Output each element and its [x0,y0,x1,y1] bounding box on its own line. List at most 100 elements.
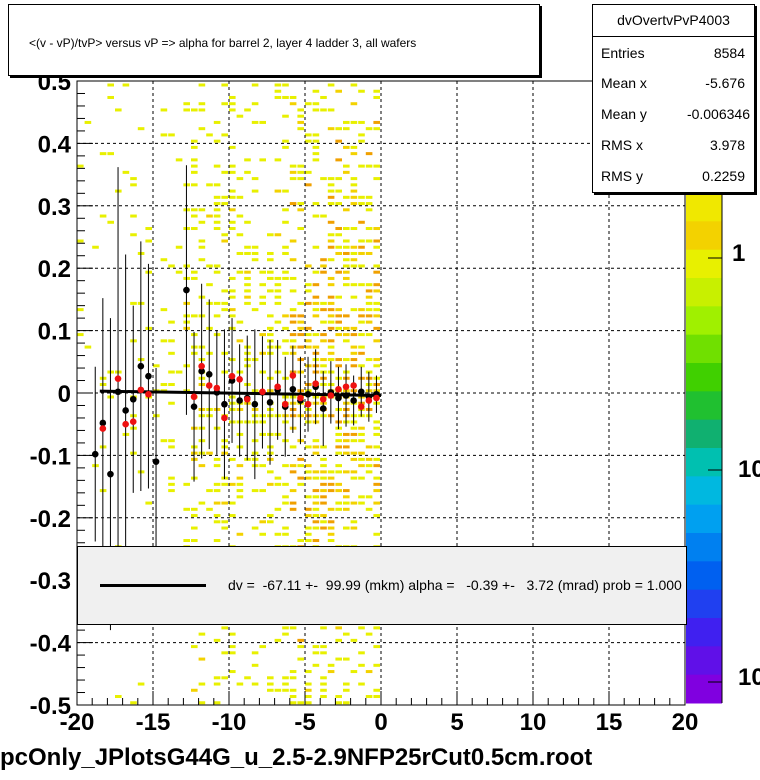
colorbar-segment [686,278,722,307]
heat-cell [236,233,244,237]
heat-cell [343,164,350,168]
heat-cell [343,264,350,268]
heat-cell [282,682,289,686]
heat-cell [335,451,342,455]
heat-cell [373,501,380,505]
heat-cell [99,152,107,156]
heat-cell [206,264,213,268]
heat-cell [327,220,335,224]
heat-cell [244,251,251,255]
heat-cell [259,464,266,468]
heat-cell [251,682,259,686]
stats-row-entries: Entries 8584 [593,37,754,67]
red-point [99,425,107,432]
red-point [289,372,297,379]
heat-cell [358,333,365,337]
heat-cell [350,308,358,312]
heat-cell [221,501,228,505]
black-point [236,397,243,404]
x-tick-labels: -20 -15 -10 -5 0 5 10 15 20 [60,709,699,736]
heat-cell [183,482,190,486]
heat-cell [327,183,335,187]
heat-cell [267,333,274,337]
stats-value: 3.978 [709,137,745,153]
heat-cell [312,145,320,149]
heat-cell [312,333,320,337]
heat-cell [130,301,137,305]
heat-cell [305,695,312,699]
heat-cell [312,526,320,530]
heat-cell [213,227,221,231]
heat-cell [305,507,312,511]
title-box: <(v - vP)/tvP> versus vP => alpha for ba… [8,4,540,76]
heat-cell [84,345,92,349]
heat-cell [350,102,358,106]
heat-cell [305,514,312,518]
heat-cell [213,501,221,505]
heat-cell [350,152,358,156]
heat-cell [229,457,236,461]
heat-cell [251,258,259,262]
heat-cell [343,276,350,280]
heat-cell [107,95,114,99]
heat-cell [343,145,350,149]
heat-cell [297,164,304,168]
heat-cell [289,276,297,280]
heat-cell [343,489,350,493]
heat-cell [373,489,380,493]
heat-cell [183,539,190,543]
heat-cell [229,651,236,655]
heat-cell [327,358,335,362]
heat-cell [229,482,236,486]
heat-cell [312,270,320,274]
heat-cell [297,301,304,305]
heat-cell [236,495,244,499]
heat-cell [365,470,373,474]
heat-cell [236,270,244,274]
heat-cell [373,308,380,312]
heat-cell [320,358,327,362]
heat-cell [350,351,358,355]
heat-cell [358,264,365,268]
heat-cell [365,632,373,636]
axis-ticks [76,80,686,706]
heat-cell [198,682,206,686]
heat-cell [335,320,342,324]
heat-cell [282,532,289,536]
heat-cell [358,308,365,312]
heat-cell [365,202,373,206]
red-point [327,392,335,399]
black-point [335,394,342,402]
heat-cell [267,514,274,518]
heat-cell [168,476,175,480]
heat-cell [259,120,266,124]
heat-cell [282,83,289,87]
heat-cell [221,482,228,486]
heat-cell [312,345,320,349]
heat-cell [289,320,297,324]
heat-cell [373,339,380,343]
heat-cell [373,514,380,518]
heat-cell [274,276,282,280]
heat-cell [289,95,297,99]
heat-cell [327,177,335,181]
heat-cell [213,120,221,124]
heat-cell [312,158,320,162]
heat-cell [358,476,365,480]
colorbar-segment [686,589,722,619]
heat-cell [206,283,213,287]
heat-cell [244,170,251,174]
heat-cell [282,339,289,343]
black-point [304,390,312,398]
heat-cell [358,139,365,143]
heat-cell [160,308,168,312]
heat-cell [191,645,198,649]
black-point [342,392,350,399]
heat-cell [274,507,282,511]
heat-cell [335,245,342,249]
heat-cell [343,501,350,505]
heat-cell [305,301,312,305]
heat-cell [175,270,183,274]
heat-cell [191,214,198,218]
heat-cell [358,464,365,468]
